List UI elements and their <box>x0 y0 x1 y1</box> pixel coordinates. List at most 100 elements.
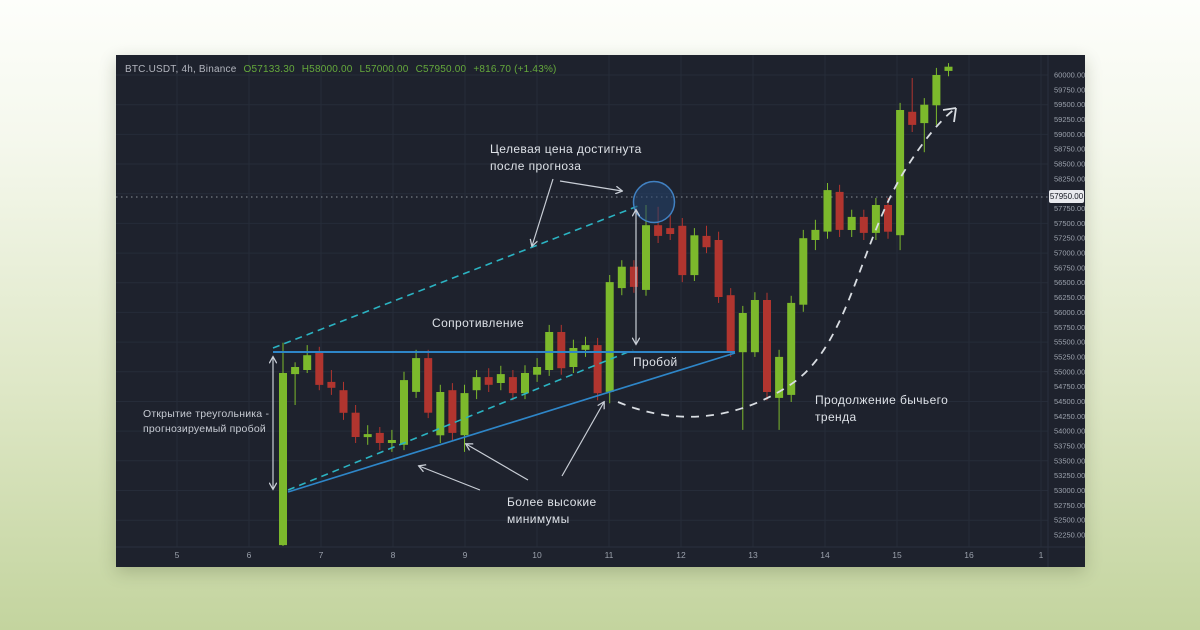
candle-body <box>799 238 808 305</box>
price-axis-label: 52500.00 <box>1054 516 1085 525</box>
time-axis-label: 8 <box>391 550 396 560</box>
price-axis-label: 55000.00 <box>1054 367 1085 376</box>
price-axis-label: 58750.00 <box>1054 145 1085 154</box>
time-axis-label: 5 <box>175 550 180 560</box>
candle-body <box>448 390 457 433</box>
annotation-triangle-opening: Открытие треугольника - прогнозируемый п… <box>143 407 269 437</box>
candle-body <box>629 266 638 287</box>
annotation-line: после прогноза <box>490 158 582 173</box>
annotation-resistance: Сопротивление <box>432 315 524 332</box>
candle-body <box>714 240 723 297</box>
price-axis-label: 58500.00 <box>1054 160 1085 169</box>
price-axis-label: 57000.00 <box>1054 249 1085 258</box>
annotation-line: Сопротивление <box>432 316 525 330</box>
ohlc-high: H58000.00 <box>301 64 353 75</box>
candle-body <box>351 412 360 437</box>
candle-body <box>436 392 445 436</box>
price-axis-label: 57500.00 <box>1054 219 1085 228</box>
candle-body <box>690 235 699 276</box>
annotation-line: Более высокие <box>507 495 597 509</box>
price-axis-label: 53750.00 <box>1054 442 1085 451</box>
price-axis-label: 55250.00 <box>1054 352 1085 361</box>
time-axis-label: 10 <box>532 550 542 560</box>
annotation-line: тренда <box>815 409 857 424</box>
candles <box>279 63 953 546</box>
chart-canvas[interactable]: 5 6 7 8 9 10 11 12 13 14 15 16 1 60000.00 59750.00 5950… <box>116 55 1085 567</box>
price-axis-label: 53500.00 <box>1054 456 1085 465</box>
price-axis-label: 54750.00 <box>1054 382 1085 391</box>
candle-body <box>932 75 941 106</box>
candle-body <box>763 300 771 392</box>
continuation-curve-arrowhead-icon <box>942 107 957 123</box>
ohlc-low: L57000.00 <box>359 64 409 75</box>
candle-body <box>823 190 832 232</box>
symbol-text: BTC.USDT, 4h, Binance <box>125 64 237 75</box>
price-axis-label: 56000.00 <box>1054 308 1085 317</box>
price-axis-label: 57250.00 <box>1054 234 1085 243</box>
candle-body <box>702 235 711 248</box>
candle-body <box>508 377 517 394</box>
price-axis-label: 52750.00 <box>1054 501 1085 510</box>
support-trendline <box>287 352 736 493</box>
annotation-line: Пробой <box>633 355 678 369</box>
candle-body <box>726 295 735 353</box>
price-axis-label: 58250.00 <box>1054 174 1085 183</box>
annotation-line: Открытие треугольника - <box>143 408 270 420</box>
price-axis-label: 53000.00 <box>1054 486 1085 495</box>
projection-upper-dashed-line <box>272 205 639 349</box>
candle-body <box>884 205 892 232</box>
candle-body <box>412 358 421 392</box>
annotation-arrows <box>273 178 636 491</box>
candle-body <box>484 377 493 385</box>
price-axis-label: 60000.00 <box>1054 71 1085 80</box>
candle-body <box>363 434 372 438</box>
price-axis-label: 57750.00 <box>1054 204 1085 213</box>
candle-body <box>521 373 529 394</box>
candle-body <box>557 332 566 369</box>
bullish-continuation-dashed-curve <box>617 107 957 418</box>
chart-panel: BTC.USDT, 4h, Binance O57133.30 H58000.00 L… <box>116 55 1085 567</box>
price-axis-label: 52250.00 <box>1054 531 1085 540</box>
time-axis-label: 13 <box>748 550 758 560</box>
time-axis-label: 14 <box>820 550 830 560</box>
candle-body <box>944 66 953 71</box>
current-price-badge: 57950.00 <box>1049 190 1084 203</box>
candle-body <box>339 390 348 413</box>
candle-body <box>460 393 469 436</box>
candle-body <box>787 302 796 395</box>
target-circle <box>632 180 676 224</box>
candle-body <box>400 380 408 445</box>
annotation-breakout: Пробой <box>633 354 678 371</box>
candle-body <box>496 374 505 383</box>
price-axis-label: 56250.00 <box>1054 293 1085 302</box>
candle-body <box>581 345 590 350</box>
candle-body <box>605 282 614 392</box>
price-axis-label: 53250.00 <box>1054 471 1085 480</box>
price-axis-label: 59250.00 <box>1054 115 1085 124</box>
higher-low-arrow-1-icon <box>419 466 481 491</box>
candle-body <box>593 345 602 394</box>
price-axis-label: 55500.00 <box>1054 338 1085 347</box>
candle-body <box>666 228 675 234</box>
higher-low-arrow-3-icon <box>561 402 604 477</box>
price-axis-label: 56750.00 <box>1054 263 1085 272</box>
candle-body <box>908 111 917 125</box>
annotation-higher-lows: Более высокие минимумы <box>507 494 597 527</box>
ohlc-open: O57133.30 <box>243 64 295 75</box>
time-axis-label: 7 <box>319 550 324 560</box>
candle-body <box>617 266 626 289</box>
arrow-to-projection-line-icon <box>532 178 554 246</box>
candle-body <box>303 355 312 370</box>
price-axis-label: 56500.00 <box>1054 278 1085 287</box>
price-axis-label: 54250.00 <box>1054 412 1085 421</box>
annotation-bullish-continuation: Продолжение бычьего тренда <box>815 392 948 425</box>
candle-body <box>835 191 844 230</box>
candle-body <box>678 225 687 276</box>
time-axis-label: 1 <box>1039 550 1044 560</box>
chart-header: BTC.USDT, 4h, Binance O57133.30 H58000.00 L… <box>125 64 557 75</box>
annotation-line: Целевая цена достигнута <box>490 142 642 156</box>
candle-body <box>859 216 868 233</box>
grid: 5 6 7 8 9 10 11 12 13 14 15 16 1 60000.00 59750.00 5950… <box>116 55 1085 567</box>
price-change: +816.70 (+1.43%) <box>473 64 557 75</box>
time-axis-label: 9 <box>463 550 468 560</box>
